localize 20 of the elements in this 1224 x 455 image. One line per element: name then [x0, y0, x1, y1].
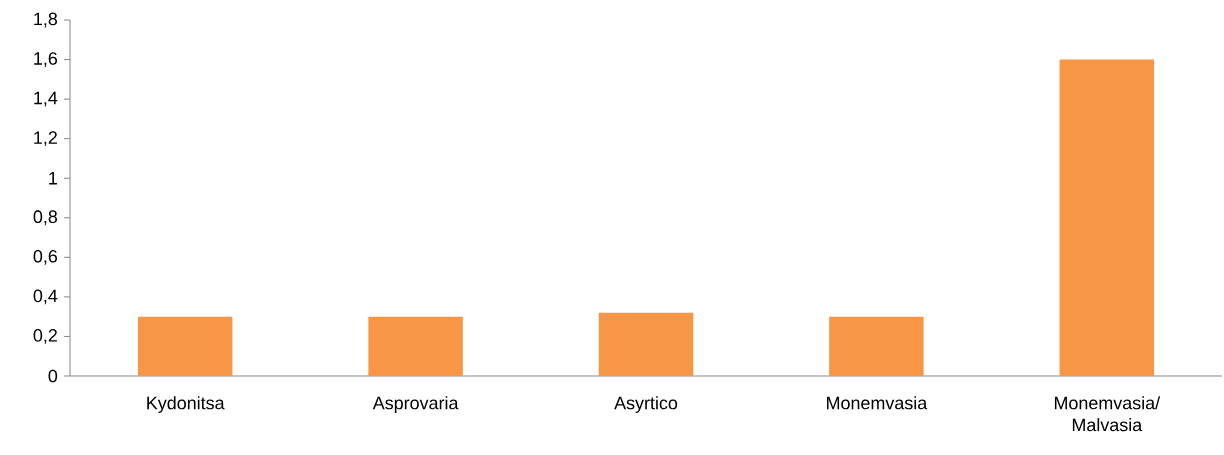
y-tick-label: 0,6: [33, 249, 58, 265]
x-tick-label: Kydonitsa: [147, 396, 225, 413]
bar: [598, 312, 694, 376]
y-tick-label: 0,2: [33, 329, 57, 344]
x-tick-label: Asprovaria: [372, 396, 459, 413]
y-tick-label: 1,2: [34, 131, 57, 147]
y-tick-label: 1: [49, 172, 57, 185]
x-tick-label: Monemvasia: [827, 396, 928, 410]
bar: [137, 316, 233, 376]
y-tick-label: 1,4: [34, 91, 58, 107]
x-tick-label: Asyrtico: [614, 396, 678, 413]
y-tick-label: 0,4: [33, 289, 58, 305]
x-tick-label: Monemvasia/ Malvasia: [1054, 396, 1161, 432]
bar: [368, 316, 463, 376]
y-tick-label: 0: [48, 369, 58, 383]
y-tick-label: 0,8: [33, 210, 58, 226]
y-tick-label: 1,6: [34, 52, 58, 67]
bar: [829, 316, 924, 376]
y-tick-label: 1,8: [34, 12, 58, 28]
bar: [1059, 59, 1155, 376]
